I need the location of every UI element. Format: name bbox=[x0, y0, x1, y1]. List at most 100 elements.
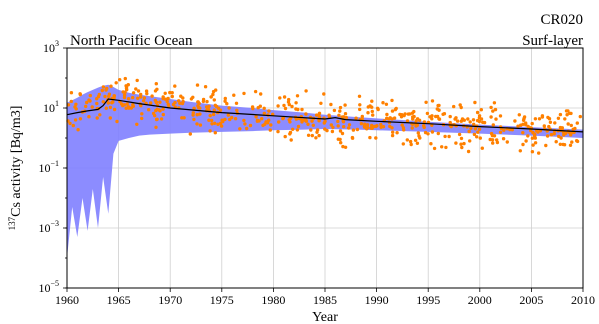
observation-point bbox=[469, 126, 473, 130]
observation-point bbox=[363, 122, 367, 126]
observation-point bbox=[516, 124, 520, 128]
observation-point bbox=[563, 117, 567, 121]
observation-point bbox=[524, 139, 528, 143]
observation-point bbox=[198, 106, 202, 110]
observation-point bbox=[336, 119, 340, 124]
observation-point bbox=[110, 101, 114, 105]
observation-point bbox=[315, 130, 319, 134]
x-tick-label: 1975 bbox=[210, 293, 234, 307]
observation-point bbox=[213, 131, 217, 135]
observation-point bbox=[195, 113, 199, 117]
observation-point bbox=[558, 142, 562, 146]
observation-point bbox=[466, 149, 471, 154]
observation-point bbox=[548, 120, 553, 125]
observation-point bbox=[473, 100, 477, 105]
observation-point bbox=[304, 118, 308, 122]
observation-point bbox=[459, 136, 464, 141]
observation-point bbox=[423, 130, 428, 135]
observation-point bbox=[575, 121, 579, 125]
observation-point bbox=[295, 94, 300, 98]
observation-point bbox=[221, 119, 225, 124]
x-tick-label: 1990 bbox=[365, 293, 389, 307]
observation-point bbox=[475, 110, 480, 115]
observation-point bbox=[95, 101, 99, 106]
observation-point bbox=[104, 106, 109, 110]
observation-point bbox=[558, 125, 563, 130]
observation-point bbox=[74, 102, 78, 107]
observation-point bbox=[567, 111, 572, 116]
observation-point bbox=[158, 100, 162, 104]
observation-point bbox=[370, 99, 374, 103]
observation-point bbox=[502, 128, 506, 132]
observation-point bbox=[134, 87, 138, 91]
observation-point bbox=[269, 123, 273, 127]
observation-point bbox=[422, 124, 426, 128]
observation-point bbox=[255, 118, 260, 123]
observation-point bbox=[564, 131, 568, 135]
observation-point bbox=[268, 128, 272, 132]
observation-point bbox=[371, 113, 375, 117]
observation-point bbox=[358, 103, 362, 107]
observation-point bbox=[157, 108, 161, 112]
observation-point bbox=[402, 128, 406, 132]
observation-point bbox=[159, 117, 164, 121]
observation-point bbox=[489, 115, 493, 119]
observation-point bbox=[566, 122, 570, 126]
observation-point bbox=[533, 141, 538, 145]
observation-point bbox=[575, 139, 579, 143]
observation-point bbox=[179, 94, 183, 98]
observation-point bbox=[408, 112, 412, 116]
observation-point bbox=[476, 130, 480, 134]
observation-point bbox=[139, 95, 143, 99]
observation-point bbox=[416, 131, 420, 135]
observation-point bbox=[121, 103, 125, 108]
observation-point bbox=[357, 94, 362, 99]
observation-point bbox=[337, 113, 341, 118]
observation-point bbox=[402, 113, 406, 118]
observation-point bbox=[336, 124, 340, 128]
observation-point bbox=[260, 117, 264, 121]
observation-point bbox=[149, 101, 153, 105]
observation-point bbox=[344, 115, 348, 120]
observation-point bbox=[310, 119, 314, 123]
observation-point bbox=[526, 124, 530, 129]
x-axis-title: Year bbox=[312, 310, 338, 324]
observation-point bbox=[365, 123, 370, 127]
observation-point bbox=[180, 101, 185, 106]
observation-point bbox=[216, 122, 220, 127]
observation-point bbox=[235, 108, 239, 113]
observation-point bbox=[74, 107, 78, 111]
observation-point bbox=[109, 84, 113, 88]
observation-point bbox=[131, 91, 136, 95]
observation-point bbox=[68, 121, 72, 126]
observation-point bbox=[360, 114, 364, 119]
observation-point bbox=[372, 124, 377, 129]
observation-point bbox=[264, 120, 268, 124]
observation-point bbox=[479, 108, 483, 112]
observation-point bbox=[147, 108, 151, 112]
observation-point bbox=[226, 113, 230, 117]
observation-point bbox=[232, 93, 236, 97]
observation-point bbox=[210, 122, 214, 126]
observation-point bbox=[530, 150, 535, 154]
observation-point bbox=[150, 94, 154, 98]
observation-point bbox=[460, 145, 464, 150]
observation-point bbox=[291, 127, 295, 131]
y-axis-title: 137Cs activity [Bq/m3] bbox=[7, 106, 24, 231]
observation-point bbox=[370, 109, 374, 114]
observation-point bbox=[341, 120, 346, 124]
observation-point bbox=[211, 89, 216, 94]
observation-point bbox=[277, 120, 281, 124]
observation-point bbox=[85, 100, 89, 105]
observation-point bbox=[347, 123, 352, 127]
observation-point bbox=[441, 112, 445, 117]
observation-point bbox=[569, 133, 573, 137]
y-axis-title-superscript: 137 bbox=[7, 216, 17, 230]
observation-point bbox=[370, 123, 374, 128]
observation-point bbox=[425, 111, 430, 116]
x-tick-label: 2010 bbox=[571, 293, 595, 307]
observation-point bbox=[494, 117, 498, 121]
observation-point bbox=[424, 100, 428, 105]
observation-point bbox=[518, 149, 522, 153]
observation-point bbox=[405, 138, 409, 142]
